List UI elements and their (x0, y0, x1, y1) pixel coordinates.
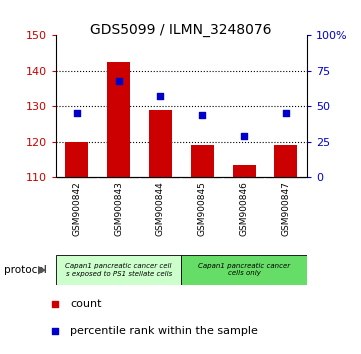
Text: GSM900842: GSM900842 (72, 181, 81, 236)
Text: Capan1 pancreatic cancer
cells only: Capan1 pancreatic cancer cells only (198, 263, 290, 276)
Text: GDS5099 / ILMN_3248076: GDS5099 / ILMN_3248076 (90, 23, 271, 37)
Text: GSM900844: GSM900844 (156, 181, 165, 236)
Text: Capan1 pancreatic cancer cell
s exposed to PS1 stellate cells: Capan1 pancreatic cancer cell s exposed … (65, 263, 172, 276)
Bar (65, 142, 88, 177)
Point (116, 78, 122, 84)
Text: GSM900847: GSM900847 (282, 181, 291, 236)
Text: GSM900845: GSM900845 (198, 181, 207, 236)
Text: percentile rank within the sample: percentile rank within the sample (70, 326, 258, 336)
Bar (56, 255, 181, 285)
Bar (181, 255, 307, 285)
Point (241, 133, 247, 139)
Text: GSM900843: GSM900843 (114, 181, 123, 236)
Point (52, 302, 58, 307)
Text: ▶: ▶ (38, 265, 47, 275)
Point (199, 112, 205, 118)
Point (158, 93, 164, 99)
Bar (191, 145, 214, 177)
Text: count: count (70, 299, 102, 309)
Text: protocol: protocol (4, 265, 46, 275)
Bar (107, 62, 130, 177)
Point (52, 328, 58, 334)
Bar (149, 110, 172, 177)
Point (283, 110, 289, 116)
Text: GSM900846: GSM900846 (240, 181, 249, 236)
Bar (232, 165, 256, 177)
Bar (274, 145, 297, 177)
Point (74, 110, 80, 116)
